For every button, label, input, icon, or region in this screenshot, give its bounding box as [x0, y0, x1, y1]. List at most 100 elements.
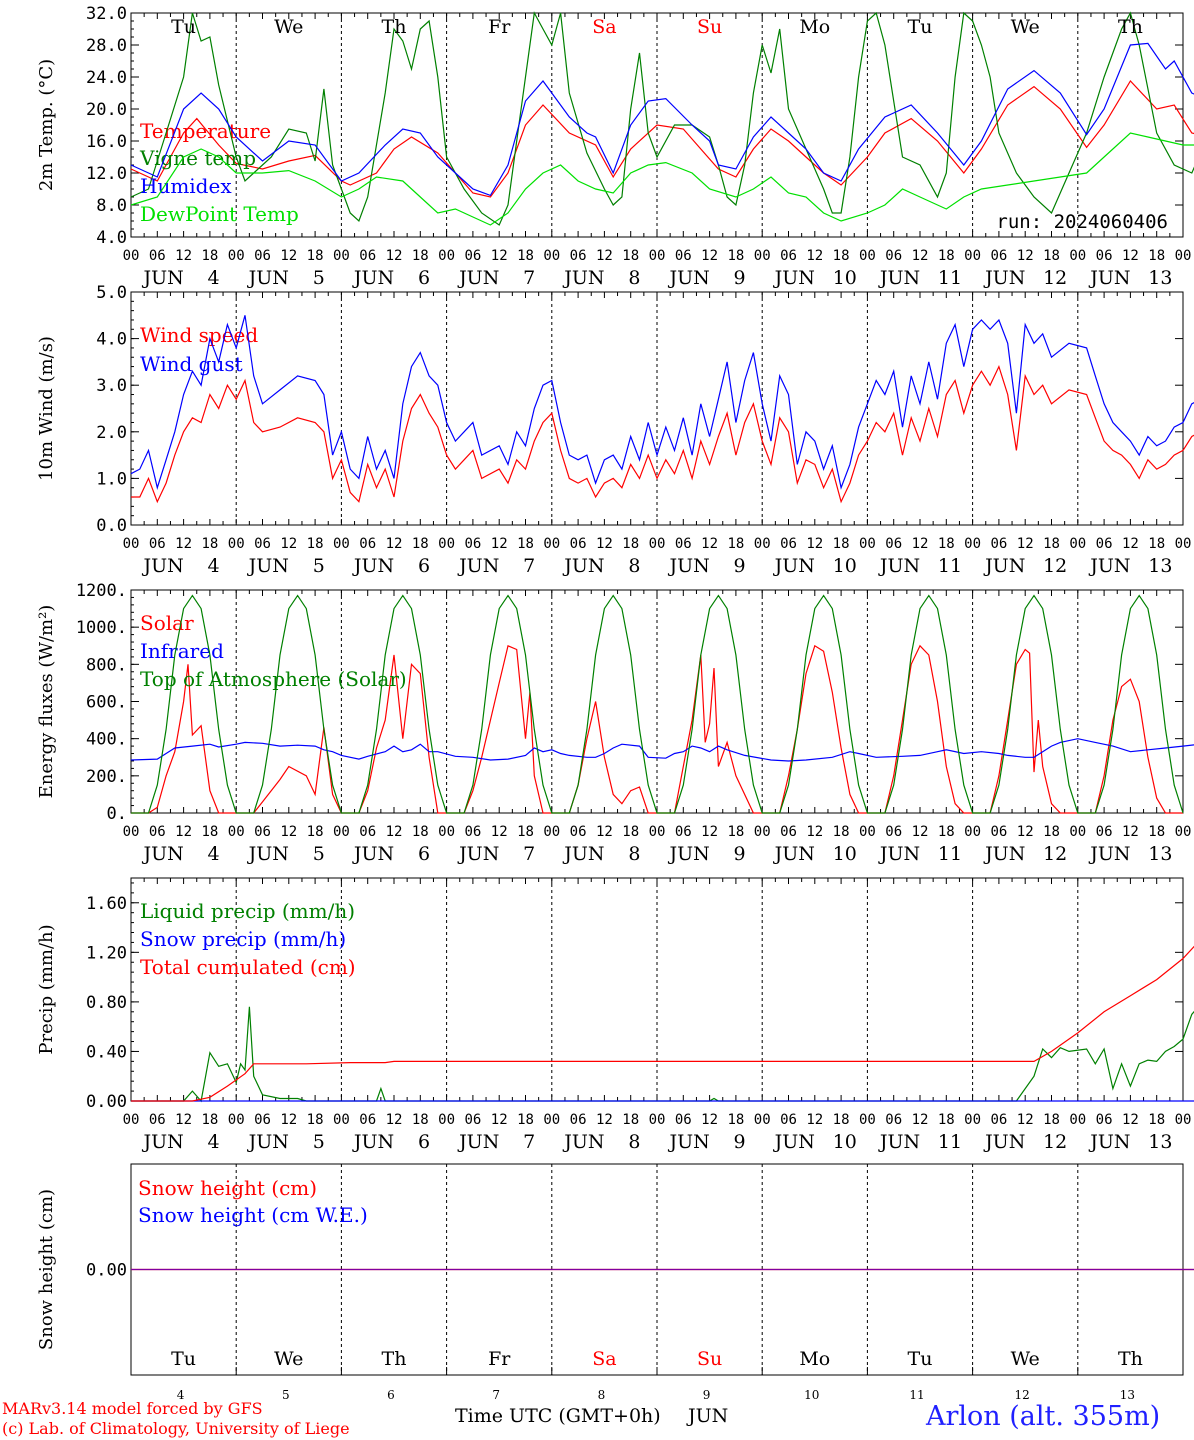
panel-3-hour-label: 06 [359, 1112, 376, 1128]
panel-3-hour-label: 12 [596, 1112, 613, 1128]
panel-3-date-label: 12 [1043, 1131, 1067, 1153]
panel-3-hour-label: 00 [228, 1112, 245, 1128]
panel-3-ylabel: Precip (mm/h) [36, 924, 57, 1054]
panel-3-hour-label: 18 [1043, 1112, 1060, 1128]
panel-3-month-label: JUN [247, 1131, 289, 1153]
panel-3-ytick-label: 0.80 [86, 993, 127, 1013]
panel-0-hour-label: 18 [201, 248, 218, 264]
panel-0-dow-label: Mo [799, 16, 830, 38]
panel-3-hour-label: 00 [859, 1112, 876, 1128]
panel-0-hour-label: 18 [622, 248, 639, 264]
panel-1-hour-label: 00 [754, 536, 771, 552]
panel-0-ytick-label: 12.0 [86, 164, 127, 184]
panel-0-dow-label: We [1011, 16, 1040, 38]
panel-0-month-label: JUN [457, 267, 499, 289]
panel-0-hour-label: 00 [438, 248, 455, 264]
panel-3-hour-label: 12 [701, 1112, 718, 1128]
panel-3-hour-label: 06 [464, 1112, 481, 1128]
panel-2-hour-label: 06 [149, 824, 166, 840]
panel-1-ylabel: 10m Wind (m/s) [36, 336, 57, 481]
panel-0-dow-label: We [274, 16, 303, 38]
panel-1-month-label: JUN [878, 555, 920, 577]
panel-3-month-label: JUN [1088, 1131, 1130, 1153]
panel-3-hour-label: 06 [675, 1112, 692, 1128]
panel-4-date-label: 5 [282, 1388, 290, 1402]
panel-1-hour-label: 18 [201, 536, 218, 552]
panel-3-hour-label: 00 [1175, 1112, 1192, 1128]
panel-3-hour-label: 18 [201, 1112, 218, 1128]
panel-2-month-label: JUN [562, 843, 604, 865]
panel-3-hour-label: 18 [307, 1112, 324, 1128]
panel-4-ytick-label: 0.00 [86, 1261, 127, 1281]
panel-1-month-label: JUN [352, 555, 394, 577]
panel-2-hour-label: 06 [570, 824, 587, 840]
panel-0-hour-label: 06 [780, 248, 797, 264]
panel-2-hour-label: 00 [1175, 824, 1192, 840]
panel-0-series-3-line [130, 132, 1194, 226]
panel-1-hour-label: 18 [938, 536, 955, 552]
panel-2-date-label: 7 [523, 843, 535, 865]
panel-1-hour-label: 12 [701, 536, 718, 552]
panel-1-ytick-label: 4.0 [96, 330, 127, 350]
panel-1-hour-label: 00 [859, 536, 876, 552]
panel-1-hour-label: 00 [1069, 536, 1086, 552]
panel-3-date-label: 11 [938, 1131, 962, 1153]
panel-3-hour-label: 00 [1069, 1112, 1086, 1128]
panel-2-legend-1: Infrared [140, 639, 224, 663]
panel-3-hour-label: 06 [254, 1112, 271, 1128]
panel-0-hour-label: 06 [359, 248, 376, 264]
panel-4-date-label: 11 [909, 1388, 924, 1402]
panel-4-date-label: 13 [1120, 1388, 1135, 1402]
panel-4-date-label: 7 [492, 1388, 500, 1402]
panel-0-ytick-label: 16.0 [86, 132, 127, 152]
panel-0-series-0-line [130, 80, 1194, 198]
panel-3-hour-label: 18 [412, 1112, 429, 1128]
panel-2-hour-label: 12 [1017, 824, 1034, 840]
panel-3-ytick-label: 1.20 [86, 943, 127, 963]
panel-0-date-label: 6 [418, 267, 430, 289]
panel-1-hour-label: 06 [675, 536, 692, 552]
panel-1-month-label: JUN [562, 555, 604, 577]
panel-1-hour-label: 12 [1017, 536, 1034, 552]
panel-4-dow-label: We [1011, 1348, 1040, 1370]
panel-3-date-label: 5 [313, 1131, 325, 1153]
panel-2-hour-label: 18 [833, 824, 850, 840]
panel-0-hour-label: 00 [228, 248, 245, 264]
panel-2-hour-label: 12 [1122, 824, 1139, 840]
x-axis-month: JUN [688, 1405, 729, 1427]
panel-0-ytick-label: 24.0 [86, 68, 127, 88]
panel-1-hour-label: 00 [964, 536, 981, 552]
panel-2-hour-label: 18 [727, 824, 744, 840]
panel-3-date-label: 9 [734, 1131, 746, 1153]
panel-2-hour-label: 06 [990, 824, 1007, 840]
panel-1-ytick-label: 3.0 [96, 376, 127, 396]
panel-3-month-label: JUN [562, 1131, 604, 1153]
panel-0-hour-label: 12 [806, 248, 823, 264]
panel-0-legend-3: DewPoint Temp [140, 202, 299, 226]
panel-2-date-label: 4 [208, 843, 220, 865]
panel-1-date-label: 12 [1043, 555, 1067, 577]
panel-2-hour-label: 06 [359, 824, 376, 840]
panel-0-hour-label: 00 [754, 248, 771, 264]
panel-1-hour-label: 18 [517, 536, 534, 552]
panel-4-dow-label: Tu [171, 1348, 196, 1370]
panel-1-hour-label: 18 [1148, 536, 1165, 552]
credit-line-2: (c) Lab. of Climatology, University of L… [2, 1419, 350, 1438]
panel-3-month-label: JUN [457, 1131, 499, 1153]
panel-0-legend-1: Vigne temp [139, 146, 256, 170]
panel-3-hour-label: 06 [990, 1112, 1007, 1128]
panel-3-hour-label: 18 [833, 1112, 850, 1128]
panel-0-hour-label: 00 [859, 248, 876, 264]
panel-3-hour-label: 12 [386, 1112, 403, 1128]
panel-2-hour-label: 06 [1096, 824, 1113, 840]
panel-2-series-1-line [130, 738, 1194, 762]
panel-1-hour-label: 00 [543, 536, 560, 552]
panel-0-ytick-label: 28.0 [86, 36, 127, 56]
panel-4-date-label: 10 [804, 1388, 819, 1402]
panel-0-month-label: JUN [667, 267, 709, 289]
panel-1-hour-label: 18 [727, 536, 744, 552]
panel-0-month-label: JUN [1088, 267, 1130, 289]
panel-1-hour-label: 18 [622, 536, 639, 552]
panel-0-hour-label: 18 [1043, 248, 1060, 264]
